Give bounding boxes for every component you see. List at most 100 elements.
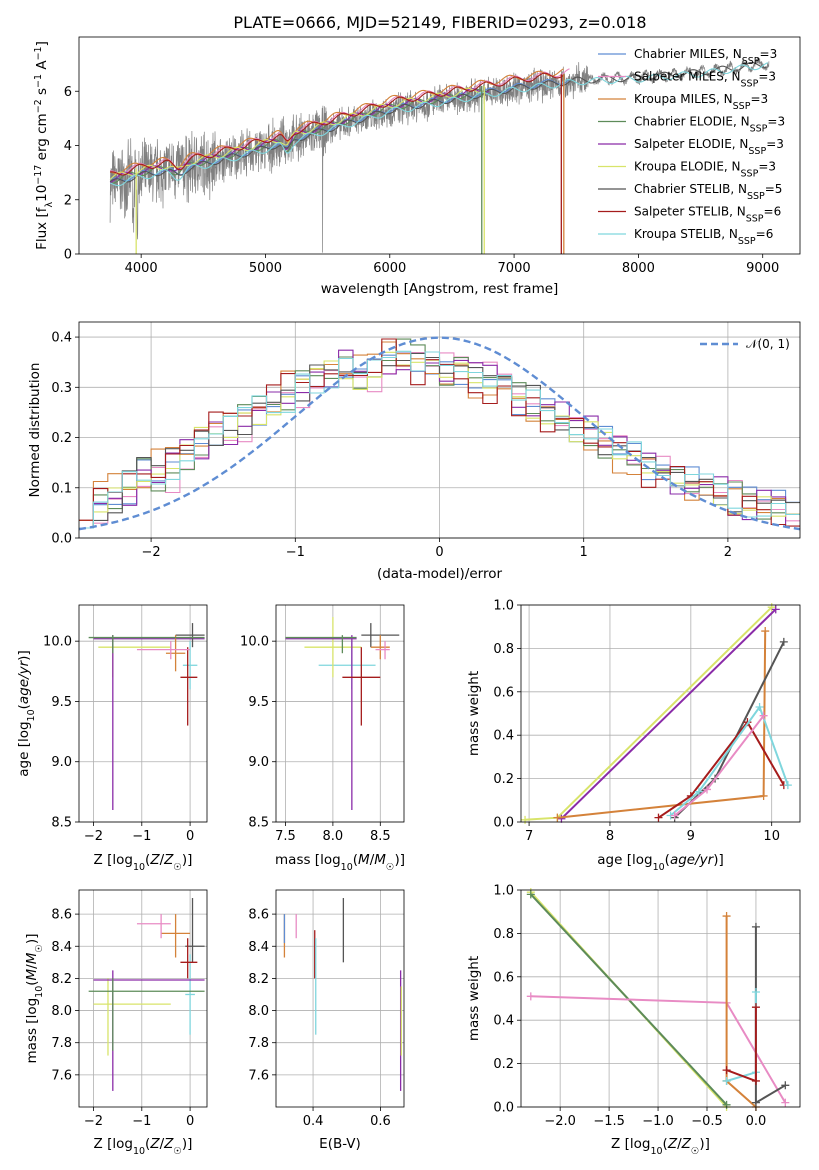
weight-vs-age-xtick-label: 10 <box>763 829 780 844</box>
legend-entry: Kroupa STELIB, NSSP=6 <box>634 227 773 247</box>
mass-vs-EBV-xtick-label: 0.4 <box>303 1114 324 1129</box>
weight-vs-age-weight-line <box>560 608 777 820</box>
legend-entry: Chabrier MILES, NSSP=3 <box>634 47 777 67</box>
mass-vs-Z-xlabel-part: ( <box>145 1136 150 1152</box>
weight-vs-Z-ytick-label: 0.2 <box>493 1057 514 1072</box>
legend-entry-part: Salpeter ELODIE, N <box>634 137 748 151</box>
weight-vs-Z-xlabel-part: ☉ <box>691 1146 700 1157</box>
age-vs-mass-xtick-label: 8.0 <box>323 829 344 844</box>
weight-vs-Z-xtick-label: −2.0 <box>544 1114 576 1129</box>
weight-vs-Z-xlabel-part: Z <box>667 1136 678 1152</box>
weight-vs-age-plus-marker <box>783 781 792 790</box>
weight-vs-Z-ytick-label: 0.4 <box>493 1014 514 1029</box>
weight-vs-age-plus-marker <box>767 603 776 612</box>
legend-entry: Chabrier STELIB, NSSP=5 <box>634 182 782 202</box>
mass-vs-EBV-ytick-label: 8.0 <box>248 1004 269 1019</box>
age-vs-Z-ylabel-part: )] <box>16 650 32 661</box>
mass-vs-EBV-frame <box>275 889 405 1108</box>
spectrum-ylabel-part: 10 <box>34 185 50 202</box>
weight-vs-Z-plus-marker <box>526 890 535 899</box>
legend-entry-part: SSP <box>750 123 768 134</box>
weight-vs-Z-frame <box>520 889 801 1108</box>
weight-vs-age-ytick-label: 1.0 <box>493 599 514 614</box>
weight-vs-Z-ytick-label: 0.0 <box>493 1101 514 1116</box>
weight-vs-Z-plus-marker <box>751 1076 760 1085</box>
legend-entry: Kroupa MILES, NSSP=3 <box>634 92 768 112</box>
residuals-ytick-label: 0.3 <box>51 381 72 396</box>
weight-vs-age-plus-marker <box>557 814 566 823</box>
legend-entry-part: Chabrier ELODIE, N <box>634 115 750 129</box>
weight-vs-age-ytick-label: 0.2 <box>493 772 514 787</box>
legend-entry: Kroupa ELODIE, NSSP=3 <box>634 160 776 180</box>
mass-vs-Z-xlabel-part: 10 <box>133 1146 145 1157</box>
weight-vs-age-ytick-label: 0.4 <box>493 729 514 744</box>
age-vs-mass-xlabel-part: M <box>358 852 370 868</box>
spectrum-ylabel-part: −17 <box>33 165 44 185</box>
legend-entry-part: SSP <box>746 213 764 224</box>
mass-vs-Z-xlabel-part: )] <box>182 1136 193 1152</box>
legend-entry-part: SSP <box>733 101 751 112</box>
mass-vs-EBV-ytick-label: 7.6 <box>248 1068 269 1083</box>
legend-entry-part: SSP <box>742 56 760 67</box>
mass-vs-EBV-ytick-label: 8.4 <box>248 940 269 955</box>
spectrum-xtick-label: 4000 <box>125 261 158 276</box>
spectrum-ylabel-part: s <box>34 88 50 99</box>
weight-vs-Z-xlabel-part: 10 <box>650 1146 662 1157</box>
weight-vs-Z-plus-marker <box>722 912 731 921</box>
weight-vs-age-xtick-label: 8 <box>606 829 614 844</box>
model-spectrum-line <box>109 68 564 175</box>
spectrum-frame <box>78 36 801 255</box>
weight-vs-age-ytick-label: 0.8 <box>493 642 514 657</box>
weight-vs-Z-xtick-label: −1.5 <box>593 1114 625 1129</box>
weight-vs-Z-plus-marker <box>722 1100 731 1109</box>
weight-vs-Z-ytick-label: 1.0 <box>493 884 514 899</box>
mass-vs-EBV-ytick-label: 7.8 <box>248 1036 269 1051</box>
spectrum-ylabel-part: −1 <box>33 74 44 88</box>
residuals-frame <box>78 321 801 539</box>
mass-vs-Z-xlabel-part: Z <box>149 1136 160 1152</box>
age-vs-mass-xlabel-part: 10 <box>341 862 353 873</box>
weight-vs-age-plus-marker <box>521 815 530 824</box>
mass-vs-Z-ytick-label: 7.8 <box>51 1036 72 1051</box>
weight-vs-age-plus-marker <box>761 627 770 636</box>
age-vs-Z-ylabel: age [log10(age/yr)] <box>16 650 37 776</box>
spectrum-ylabel: Flux [fλ10−17 erg cm−2 s−1 A−1] <box>33 41 55 250</box>
residuals-xtick-label: −1 <box>286 545 305 560</box>
legend-entry-part: =3 <box>758 160 776 174</box>
age-vs-mass-xlabel-part: )] <box>394 852 405 868</box>
residuals-xtick-label: 2 <box>724 545 732 560</box>
weight-vs-Z-xtick-label: 0.0 <box>746 1114 767 1129</box>
mass-vs-Z-ylabel: mass [log10(M/M☉)] <box>24 934 45 1064</box>
spectrum-xtick-label: 7000 <box>498 261 531 276</box>
weight-vs-age-plus-marker <box>779 637 788 646</box>
age-vs-Z-ytick-label: 8.5 <box>51 816 72 831</box>
legend-entry-part: =3 <box>766 137 784 151</box>
spectrum-xtick-label: 6000 <box>373 261 406 276</box>
weight-vs-age-weight-line <box>669 704 789 817</box>
age-vs-Z-xtick-label: 0 <box>186 829 194 844</box>
mass-vs-Z-ylabel-part: mass [log <box>24 998 40 1064</box>
age-vs-mass-xlabel-part: mass [log <box>275 852 341 868</box>
spectrum-ytick-label: 4 <box>64 139 72 154</box>
spectrum-xtick-label: 5000 <box>249 261 282 276</box>
legend-entry-part: =6 <box>756 227 774 241</box>
weight-vs-Z-plus-marker <box>751 987 760 996</box>
residuals-xtick-label: 1 <box>580 545 588 560</box>
age-vs-Z-ytick-label: 10.0 <box>43 635 72 650</box>
residuals-ytick-label: 0.0 <box>51 532 72 547</box>
residuals-xtick-label: −2 <box>142 545 161 560</box>
weight-vs-Z-ytick-label: 0.6 <box>493 970 514 985</box>
weight-vs-Z-xtick-label: −0.5 <box>691 1114 723 1129</box>
weight-vs-age-xlabel-part: age [log <box>597 852 652 868</box>
legend-normal-label: 𝒩(0, 1) <box>746 337 790 351</box>
age-vs-mass-xlabel-part: M <box>374 852 386 868</box>
weight-vs-age-plus-marker <box>759 711 768 720</box>
residuals-xtick-label: 0 <box>435 545 443 560</box>
mass-vs-Z-xlabel-part: Z <box>163 1136 174 1152</box>
weight-vs-Z-xlabel-part: Z <box>681 1136 692 1152</box>
legend-entry-part: =3 <box>767 115 785 129</box>
spectrum-ylabel-part: A <box>34 60 50 74</box>
mass-vs-Z-xlabel-part: / <box>160 1136 165 1152</box>
weight-vs-age-ytick-label: 0.6 <box>493 685 514 700</box>
